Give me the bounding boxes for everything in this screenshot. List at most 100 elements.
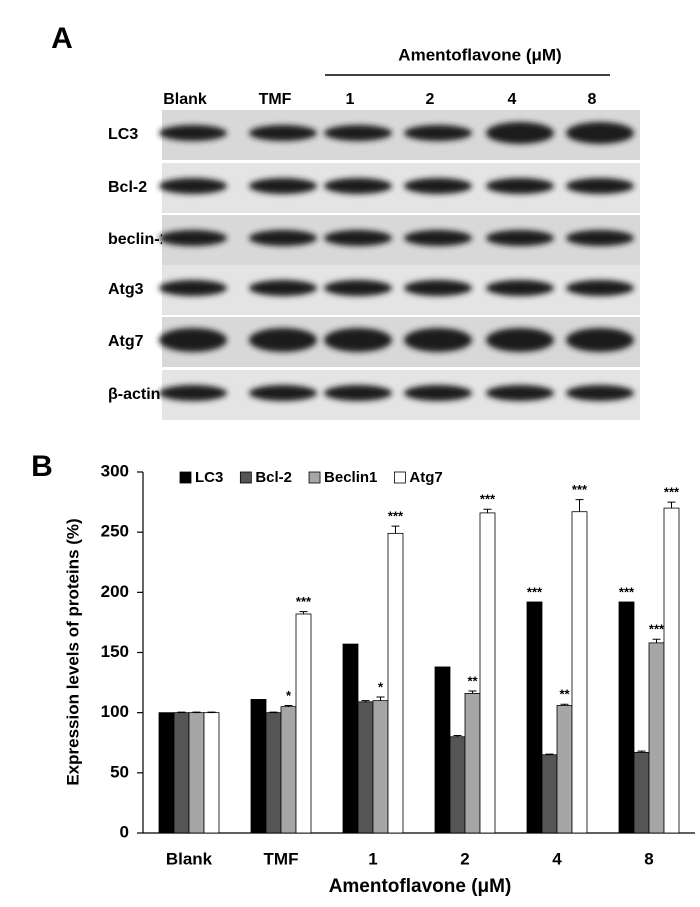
y-tick-label: 300 [101, 461, 129, 480]
error-bar [376, 696, 385, 701]
legend-label: Beclin1 [324, 469, 377, 486]
blot-strip [162, 370, 640, 420]
blot-band [486, 178, 554, 194]
bar [648, 642, 665, 834]
blot-band [324, 230, 392, 246]
blot-band [566, 328, 634, 352]
row-label: β-actin [108, 386, 160, 403]
error-bar [483, 508, 492, 513]
row-label: Bcl-2 [108, 179, 147, 196]
x-tick-label: 8 [644, 849, 653, 868]
lane-label: Blank [163, 91, 207, 108]
y-tick-label: 50 [110, 762, 129, 781]
row-label: LC3 [108, 126, 138, 143]
bar [556, 705, 573, 834]
blot-band [159, 230, 227, 246]
legend-label: LC3 [195, 469, 223, 486]
significance-label: * [378, 679, 384, 694]
blot-band [486, 122, 554, 144]
significance-label: *** [572, 482, 588, 497]
blot-strip [162, 265, 640, 315]
blot-band [324, 178, 392, 194]
error-bar [207, 711, 216, 713]
bar [464, 693, 481, 834]
significance-label: ** [559, 687, 570, 702]
blot-band [404, 125, 472, 141]
error-bar [361, 700, 370, 702]
panel-label: B [31, 450, 53, 483]
error-bar [453, 735, 462, 737]
blot-band [404, 280, 472, 296]
blot-band [324, 328, 392, 352]
blot-band [566, 230, 634, 246]
error-bar [177, 711, 186, 713]
bar [479, 512, 496, 834]
blot-band [486, 230, 554, 246]
blot-band [249, 230, 317, 246]
blot-band [404, 385, 472, 401]
blot-band [159, 178, 227, 194]
blot-band [566, 122, 634, 144]
bar [387, 532, 404, 834]
blot-band [486, 328, 554, 352]
bar [633, 751, 650, 834]
lane-label: 2 [426, 91, 435, 108]
blot-band [324, 280, 392, 296]
blot-band [404, 328, 472, 352]
x-tick-label: Blank [166, 849, 213, 868]
bar [449, 736, 466, 834]
error-bar [192, 711, 201, 713]
error-bar [575, 499, 584, 512]
row-label: Atg3 [108, 281, 144, 298]
error-bar [637, 750, 646, 753]
bar [663, 507, 680, 834]
bar [250, 699, 267, 834]
blot-band [404, 178, 472, 194]
lane-label: TMF [259, 91, 292, 108]
legend-swatch [393, 471, 406, 484]
bar [618, 601, 635, 834]
legend-label: Bcl-2 [255, 469, 292, 486]
bar [158, 712, 175, 834]
bar [203, 712, 220, 834]
bar [342, 643, 359, 834]
significance-label: *** [480, 492, 496, 507]
bar [173, 712, 190, 834]
error-bar [284, 704, 293, 707]
error-bar [269, 711, 278, 713]
bar [372, 700, 389, 834]
bar [541, 754, 558, 834]
significance-label: *** [527, 584, 543, 599]
y-tick-label: 200 [101, 582, 129, 601]
bar [280, 706, 297, 834]
blot-band [159, 385, 227, 401]
blot-band [249, 385, 317, 401]
x-tick-label: TMF [264, 849, 299, 868]
legend-swatch [308, 471, 321, 484]
error-bar [468, 690, 477, 694]
significance-label: * [286, 688, 292, 703]
lane-label: 8 [588, 91, 597, 108]
bar [188, 712, 205, 834]
blot-strip [162, 215, 640, 265]
blot-band [249, 328, 317, 352]
error-bar [545, 753, 554, 755]
blot-band [486, 385, 554, 401]
x-tick-label: 2 [460, 849, 469, 868]
lane-label: 4 [508, 91, 517, 108]
x-tick-label: 4 [552, 849, 562, 868]
significance-label: *** [388, 509, 404, 524]
blot-band [249, 178, 317, 194]
lane-label: 1 [346, 91, 355, 108]
y-tick-label: 100 [101, 702, 129, 721]
bar [526, 601, 543, 834]
bar [265, 712, 282, 834]
error-bar [667, 501, 676, 509]
bar [434, 666, 451, 834]
significance-label: *** [296, 594, 312, 609]
y-tick-label: 0 [120, 822, 129, 841]
bar [571, 511, 588, 834]
blot-band [159, 328, 227, 352]
bar [295, 613, 312, 834]
x-tick-label: 1 [368, 849, 377, 868]
